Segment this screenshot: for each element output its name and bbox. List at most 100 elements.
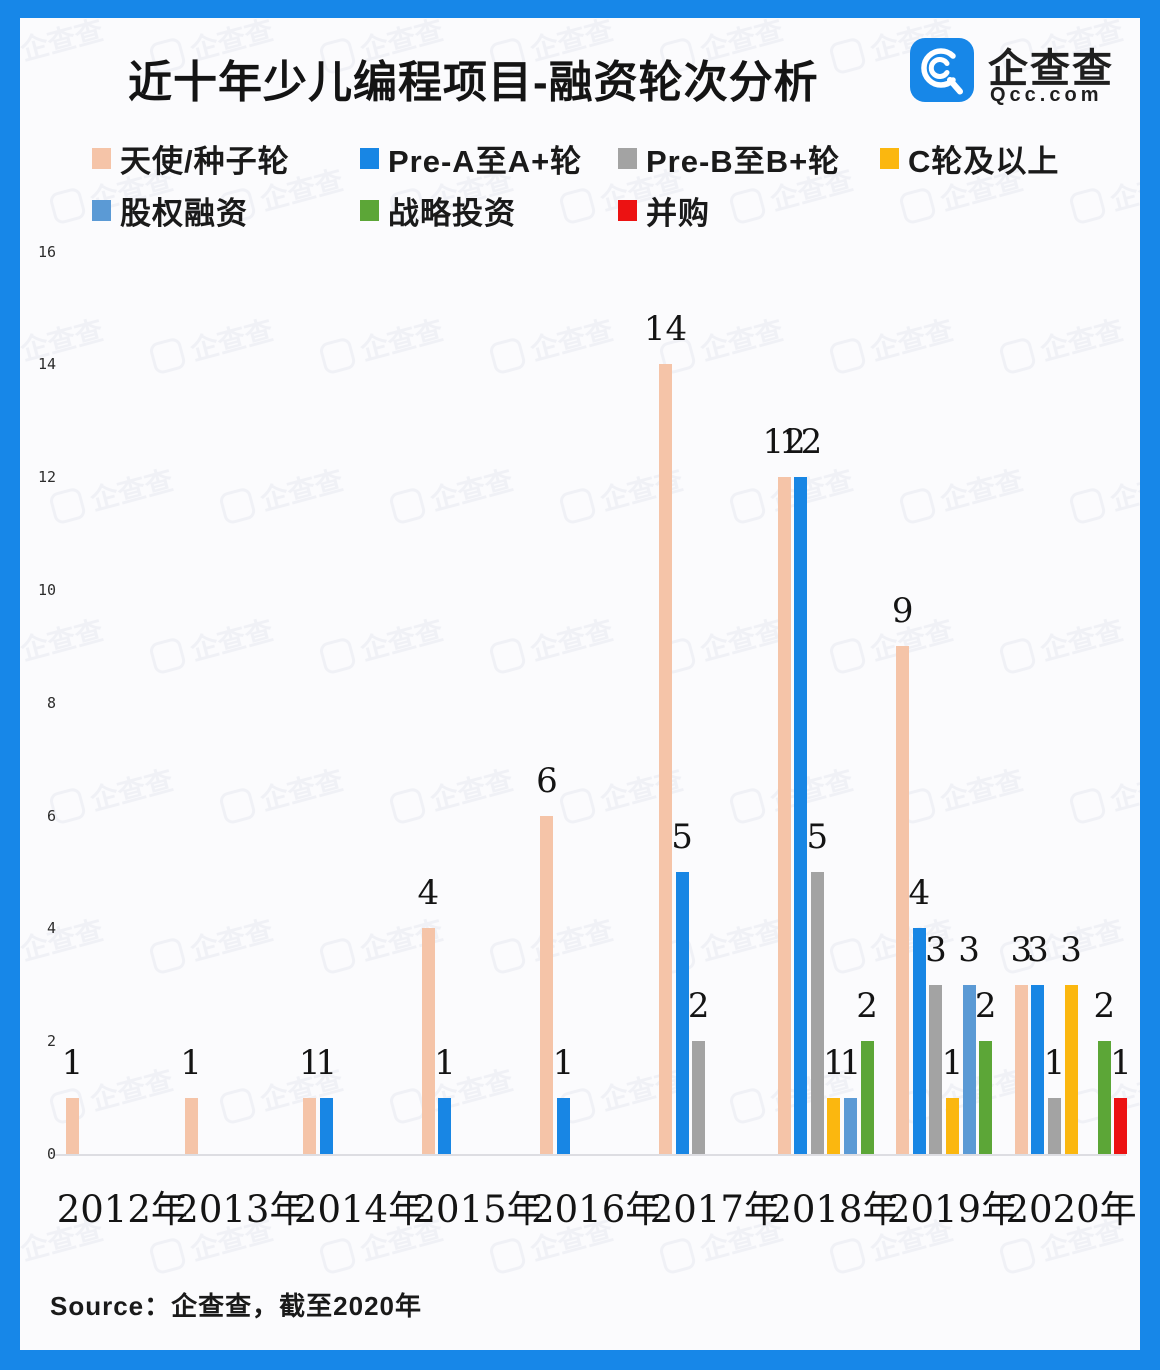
bar-ma-2020 bbox=[1114, 1097, 1128, 1154]
x-axis-label: 2020年 bbox=[1005, 1188, 1137, 1231]
bar-pre-b-2020 bbox=[1048, 1097, 1061, 1154]
x-axis-label: 2018年 bbox=[768, 1188, 900, 1231]
bar-value-label: 1 bbox=[839, 1042, 862, 1083]
legend-swatch bbox=[360, 147, 379, 169]
bar-pre-a-2018 bbox=[794, 477, 808, 1154]
legend-item-pre-b: Pre-B至B+轮 bbox=[618, 136, 840, 180]
legend-label: Pre-A至A+轮 bbox=[388, 143, 583, 179]
legend-item-equity: 股权融资 bbox=[92, 188, 248, 232]
bar-value-label: 1 bbox=[61, 1042, 84, 1083]
bar-value-label: 4 bbox=[908, 873, 931, 914]
bar-value-label: 1 bbox=[823, 1042, 845, 1083]
bar-value-label: 3 bbox=[1027, 929, 1049, 970]
bar-angel-seed-2015 bbox=[421, 928, 435, 1154]
bar-value-label: 2 bbox=[687, 986, 710, 1027]
bar-strategic-2018 bbox=[860, 1041, 874, 1154]
bar-value-label: 3 bbox=[1010, 929, 1033, 970]
legend-item-strategic: 战略投资 bbox=[360, 188, 516, 232]
bar-angel-seed-2019 bbox=[896, 646, 910, 1154]
bar-c-plus-2018 bbox=[827, 1097, 841, 1154]
qcc-logo-domain: Qcc.com bbox=[990, 84, 1103, 106]
legend-label: 天使/种子轮 bbox=[120, 143, 290, 179]
bar-value-label: 12 bbox=[779, 422, 823, 463]
source-note: Source：企查查，截至2020年 bbox=[50, 1291, 422, 1321]
legend-swatch bbox=[92, 147, 111, 169]
page-title: 近十年少儿编程项目-融资轮次分析 bbox=[128, 58, 819, 107]
qcc-logo: 企查查 Qcc.com bbox=[910, 36, 1130, 126]
bar-value-label: 1 bbox=[298, 1042, 321, 1083]
bar-value-label: 6 bbox=[536, 760, 558, 801]
bar-value-label: 5 bbox=[671, 817, 693, 857]
bar-pre-b-2018 bbox=[810, 872, 824, 1154]
qcc-logo-name: 企查查 bbox=[988, 47, 1114, 91]
bar-value-label: 5 bbox=[806, 817, 829, 857]
legend-item-pre-a: Pre-A至A+轮 bbox=[360, 136, 582, 180]
bar-pre-a-2016 bbox=[557, 1097, 570, 1154]
chart-area: 0 2 4 6 8 10 12 14 16 2012年 1 2013年 1 2014年 1 1 2015年 4 1… bbox=[20, 18, 1140, 1350]
bar-value-label: 3 bbox=[958, 929, 980, 970]
bar-strategic-2020 bbox=[1097, 1041, 1111, 1154]
bar-angel-seed-2012 bbox=[66, 1097, 79, 1154]
y-axis-tick-label: 14 bbox=[37, 355, 56, 374]
y-axis-tick-label: 2 bbox=[46, 1032, 56, 1051]
bar-angel-seed-2017 bbox=[659, 364, 672, 1154]
bar-angel-seed-2020 bbox=[1014, 984, 1028, 1154]
bar-equity-2018 bbox=[844, 1097, 857, 1154]
y-axis-tick-label: 12 bbox=[37, 468, 56, 487]
bar-angel-seed-2013 bbox=[184, 1097, 198, 1154]
bar-pre-a-2015 bbox=[438, 1097, 452, 1154]
bar-value-label: 1 bbox=[434, 1042, 456, 1083]
y-axis-tick-label: 10 bbox=[37, 581, 56, 599]
legend-swatch bbox=[618, 199, 637, 221]
x-axis-label: 2016年 bbox=[531, 1188, 663, 1231]
y-axis-tick-label: 6 bbox=[46, 806, 56, 825]
legend-item-angel-seed: 天使/种子轮 bbox=[92, 136, 290, 180]
bar-pre-a-2019 bbox=[912, 928, 926, 1154]
bar-value-label: 2 bbox=[1093, 986, 1116, 1027]
panel: 企查查 企查查 企查查 企查查 企查查 企查查 企查查 企查查 企查查 企查查 企查查 企查查 企查查企… bbox=[20, 18, 1140, 1350]
bar-value-label: 3 bbox=[925, 929, 947, 970]
bar-pre-b-2017 bbox=[692, 1041, 706, 1154]
bar-pre-b-2019 bbox=[929, 984, 943, 1154]
bar-angel-seed-2018 bbox=[777, 477, 791, 1154]
bar-value-label: 1 bbox=[1043, 1042, 1066, 1083]
legend-swatch bbox=[880, 147, 899, 169]
legend-swatch bbox=[92, 199, 111, 221]
legend-label: 并购 bbox=[646, 195, 710, 231]
x-axis-label: 2012年 bbox=[56, 1188, 188, 1231]
legend-item-ma: 并购 bbox=[618, 188, 710, 232]
bar-value-label: 1 bbox=[552, 1042, 575, 1083]
bar-value-label: 1 bbox=[180, 1042, 202, 1083]
x-axis-label: 2014年 bbox=[293, 1188, 426, 1231]
bar-value-label: 1 bbox=[941, 1042, 964, 1083]
bar-value-label: 2 bbox=[974, 986, 997, 1027]
bar-value-label: 9 bbox=[891, 591, 914, 632]
bar-value-label: 4 bbox=[417, 873, 440, 914]
legend-label: 战略投资 bbox=[388, 195, 516, 231]
y-axis-tick-label: 8 bbox=[46, 693, 56, 712]
legend-item-c-plus: C轮及以上 bbox=[880, 136, 1059, 180]
legend-label: C轮及以上 bbox=[908, 143, 1060, 179]
x-axis-label: 2013年 bbox=[175, 1188, 307, 1231]
bar-value-label: 14 bbox=[643, 309, 688, 350]
x-axis-label: 2019年 bbox=[886, 1188, 1019, 1231]
x-axis-label: 2017年 bbox=[649, 1188, 781, 1231]
y-axis-tick-label: 4 bbox=[46, 919, 56, 938]
bar-pre-a-2020 bbox=[1031, 984, 1045, 1154]
bar-angel-seed-2014 bbox=[303, 1097, 317, 1154]
legend-swatch bbox=[360, 199, 379, 221]
x-axis-label: 2015年 bbox=[412, 1188, 544, 1231]
bar-c-plus-2020 bbox=[1064, 984, 1078, 1154]
bar-pre-a-2017 bbox=[675, 872, 689, 1154]
bar-equity-2019 bbox=[962, 984, 976, 1154]
legend-label: Pre-B至B+轮 bbox=[646, 143, 841, 179]
legend-swatch bbox=[618, 147, 637, 169]
y-axis-tick-label: 0 bbox=[46, 1145, 56, 1163]
bar-pre-a-2014 bbox=[319, 1097, 333, 1154]
x-axis-line bbox=[54, 1154, 1126, 1156]
bar-value-label: 12 bbox=[762, 422, 806, 463]
legend-label: 股权融资 bbox=[120, 195, 248, 231]
y-axis-tick-label: 16 bbox=[37, 242, 56, 261]
bar-angel-seed-2016 bbox=[540, 815, 554, 1154]
